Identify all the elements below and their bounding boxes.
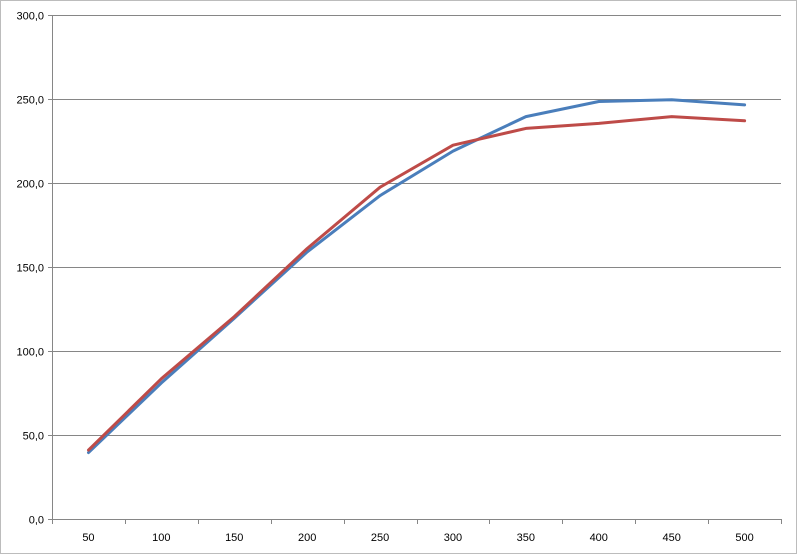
y-tick-label: 250,0 xyxy=(16,95,44,107)
y-tick-label: 50,0 xyxy=(23,431,44,443)
x-tick-label: 150 xyxy=(225,532,243,544)
gridlines xyxy=(52,15,781,436)
x-tick-label: 400 xyxy=(590,532,608,544)
x-tick-label: 450 xyxy=(662,532,680,544)
y-tick-label: 150,0 xyxy=(16,263,44,275)
y-tick-label: 200,0 xyxy=(16,179,44,191)
x-tick-label: 250 xyxy=(371,532,389,544)
y-tick-label: 300,0 xyxy=(16,11,44,23)
y-tick-labels: 0,0 50,0 100,0 150,0 200,0 250,0 300,0 xyxy=(16,11,44,527)
series-line-1 xyxy=(87,98,747,455)
x-tick-label: 50 xyxy=(82,532,94,544)
series-lines xyxy=(87,98,747,455)
x-tick-label: 200 xyxy=(298,532,316,544)
x-tick-label: 300 xyxy=(444,532,462,544)
y-tick-label: 100,0 xyxy=(16,347,44,359)
axes xyxy=(48,15,782,524)
x-tick-labels: 50 100 150 200 250 300 350 400 450 500 xyxy=(82,532,753,544)
x-tick-label: 350 xyxy=(517,532,535,544)
x-tick-label: 100 xyxy=(152,532,170,544)
y-tick-label: 0,0 xyxy=(29,515,44,527)
x-tick-label: 500 xyxy=(735,532,753,544)
series-line-2 xyxy=(87,115,747,452)
